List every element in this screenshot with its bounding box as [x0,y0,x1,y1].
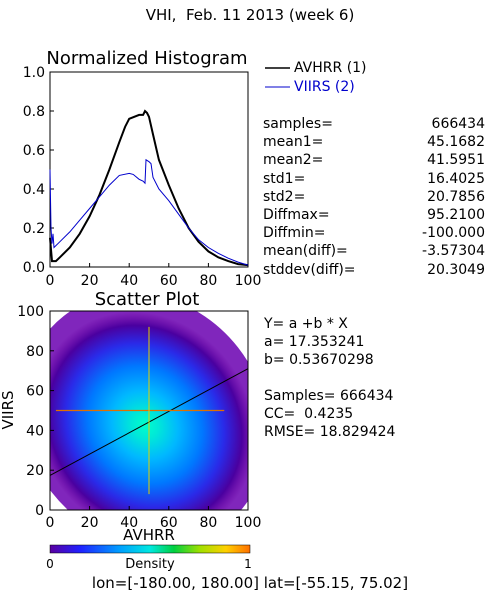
stats-row: stddev(diff)= 20.3049 [263,262,485,280]
stats-label: samples= [263,116,333,132]
scatter-frame [49,310,249,511]
stats-value: 666434 [431,116,485,132]
stats-row: samples= 666434 [263,116,485,134]
scatter-xtick-label: 60 [160,515,178,531]
stats-value: 20.3049 [427,261,485,278]
scatter-xtick-label: 100 [235,515,262,531]
domain-bounds: lon=[-180.00, 180.00] lat=[-55.15, 75.02… [0,574,500,592]
stats-row: Diffmin= -100.000 [263,225,485,243]
density-colorbar [49,544,251,554]
avhrr-series-line [49,109,249,267]
histogram-title: Normalized Histogram [46,48,247,69]
histogram-xtick-label: 60 [160,273,178,289]
scatter-ytick-label: 100 [17,304,44,320]
scatter-xtick-label: 0 [46,515,55,531]
stats-value: -3.57304 [422,243,485,260]
stats-label: mean1= [263,134,324,151]
histogram-ytick-label: 0.6 [23,143,45,159]
colorbar-max-label: 1 [244,557,252,571]
histogram-ytick-label: 0.8 [23,104,45,120]
stats-value: 41.5951 [427,152,485,169]
stats-label: Diffmax= [263,207,330,223]
lon-prefix: lon=[ [91,574,134,592]
stats-row: mean1= 45.1682 [263,134,485,152]
scatter-ytick-label: 20 [26,463,44,479]
scatter-ytick-label: 0 [35,503,44,519]
histogram-xtick-label: 80 [199,273,217,289]
fit-equation: Y= a +b * X [264,316,348,332]
scatter-ytick-label: 40 [26,423,44,439]
stats-label: std1= [263,170,306,187]
scatter-xlabel: AVHRR [123,526,175,544]
stats-value: -100.000 [422,225,485,242]
legend-avhrr-label: AVHRR (1) [294,60,367,76]
scatter-samples: Samples= 666434 [264,388,394,404]
stats-row: mean2= 41.5951 [263,152,485,170]
scatter-correlation: CC= 0.4235 [264,406,354,422]
stats-label: stddev(diff)= [263,261,356,278]
scatter-ytick-label: 80 [26,344,44,360]
stats-value: 20.7856 [427,188,485,205]
scatter-ylabel: VIIRS [0,390,17,429]
stats-label: Diffmin= [263,225,326,242]
fit-coefficient-b: b= 0.53670298 [264,352,374,368]
stats-value: 16.4025 [427,170,485,187]
histogram-ytick-label: 0.2 [23,221,45,237]
lat-range: -55.15, 75.02 [301,574,403,592]
histogram-ytick-label: 0.0 [23,260,45,276]
colorbar-min-label: 0 [46,557,54,571]
histogram-xtick-label: 40 [120,273,138,289]
histogram-ytick-label: 1.0 [23,65,45,81]
scatter-ytick-label: 60 [26,384,44,400]
stats-row: std1= 16.4025 [263,171,485,189]
fit-coefficient-a: a= 17.353241 [264,334,365,350]
page-title: VHI, Feb. 11 2013 (week 6) [145,6,355,24]
scatter-rmse: RMSE= 18.829424 [264,424,396,440]
stats-label: std2= [263,188,306,205]
histogram-ytick-label: 0.4 [23,182,45,198]
histogram-chart: Normalized Histogram 0 20 40 60 80 100 0.0 0.2 0… [23,48,367,289]
viirs-series-line [49,158,249,266]
stats-row: std2= 20.7856 [263,189,485,207]
histogram-xtick-label: 100 [235,273,262,289]
lat-prefix: ] lat=[ [253,574,302,592]
legend-viirs-label: VIIRS (2) [294,79,355,95]
scatter-xtick-label: 80 [199,515,217,531]
scatter-density-cloud [50,311,248,510]
lat-suffix: ] [402,574,409,592]
scatter-title: Scatter Plot [95,289,200,310]
stats-label: mean2= [263,152,324,169]
histogram-xtick-label: 0 [46,273,55,289]
stats-value: 45.1682 [427,134,485,151]
stats-label: mean(diff)= [263,243,348,260]
stats-row: mean(diff)= -3.57304 [263,243,485,261]
scatter-xtick-label: 20 [81,515,99,531]
lon-range: -180.00, 180.00 [133,574,254,592]
stats-row: Diffmax= 95.2100 [263,207,485,225]
stats-value: 95.2100 [427,207,485,223]
scatter-xtick-label: 40 [120,515,138,531]
histogram-xtick-label: 20 [81,273,99,289]
colorbar-title: Density [125,557,175,572]
